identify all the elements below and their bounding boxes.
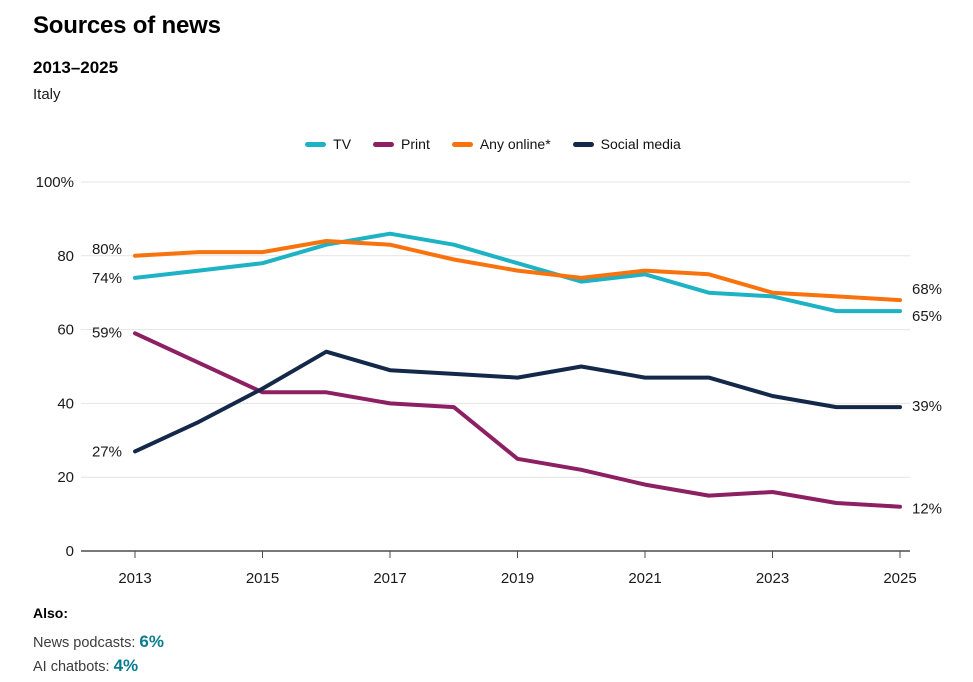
ai-chatbots-label: AI chatbots: (33, 659, 110, 675)
svg-text:2023: 2023 (756, 570, 789, 587)
legend-item-any-online: Any online* (451, 136, 551, 152)
news-podcasts-value: 6% (139, 632, 164, 651)
svg-text:59%: 59% (92, 324, 122, 341)
sources-of-news-line-chart: 100% 80 60 40 20 0 2013 2015 2017 2019 2021 2023 202… (36, 174, 942, 587)
chart-subtitle-years: 2013–2025 (33, 58, 119, 77)
legend-label-tv: TV (333, 136, 352, 152)
svg-text:68%: 68% (912, 281, 942, 298)
svg-text:60: 60 (57, 322, 74, 339)
svg-text:39%: 39% (912, 398, 942, 415)
svg-text:2013: 2013 (118, 570, 151, 587)
svg-text:65%: 65% (912, 308, 942, 325)
also-label: Also: (33, 605, 68, 621)
news-podcasts-label: News podcasts: (33, 635, 136, 651)
svg-text:0: 0 (66, 543, 74, 560)
news-podcasts-stat: News podcasts: 6% (33, 632, 164, 652)
legend-label-any-online: Any online* (479, 136, 551, 152)
svg-text:20: 20 (57, 469, 74, 486)
svg-text:2017: 2017 (373, 570, 406, 587)
legend-item-print: Print (373, 136, 430, 152)
print-line-swatch (373, 141, 395, 147)
tv-line-swatch (305, 141, 327, 147)
any-online-line-swatch (451, 141, 473, 147)
svg-text:100%: 100% (36, 174, 74, 191)
social-media-line-swatch (572, 141, 594, 147)
legend-item-social-media: Social media (572, 136, 681, 152)
legend-item-tv: TV (305, 136, 351, 152)
page-title: Sources of news (33, 12, 221, 39)
svg-text:74%: 74% (92, 270, 122, 287)
chart-region-label: Italy (33, 86, 61, 103)
svg-text:12%: 12% (912, 501, 942, 518)
ai-chatbots-stat: AI chatbots: 4% (33, 656, 138, 676)
svg-text:2015: 2015 (246, 570, 279, 587)
ai-chatbots-value: 4% (113, 656, 139, 675)
svg-text:2025: 2025 (883, 570, 916, 587)
svg-text:2019: 2019 (501, 570, 534, 587)
svg-text:40: 40 (57, 395, 74, 412)
chart-legend: TV Print Any online* Social media (81, 136, 905, 152)
legend-label-print: Print (401, 136, 430, 152)
legend-label-social-media: Social media (600, 136, 681, 152)
svg-text:2021: 2021 (628, 570, 661, 587)
svg-text:80%: 80% (92, 241, 122, 258)
svg-text:80: 80 (57, 248, 74, 265)
svg-text:27%: 27% (92, 443, 122, 460)
